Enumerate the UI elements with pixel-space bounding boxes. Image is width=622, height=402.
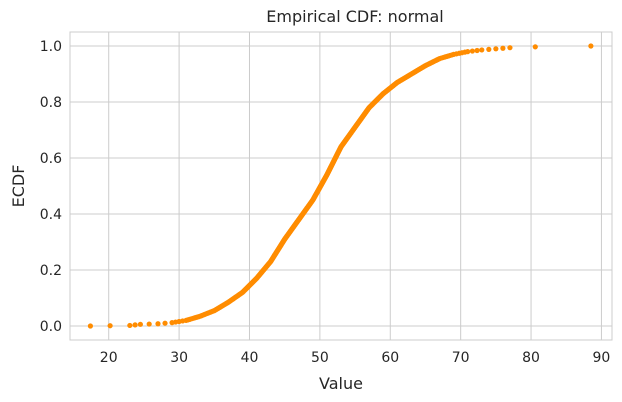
ecdf-point xyxy=(500,45,506,51)
ecdf-point xyxy=(474,47,480,54)
x-tick-label: 50 xyxy=(311,350,329,366)
y-tick-label: 0.0 xyxy=(40,319,62,335)
ecdf-point xyxy=(469,48,475,54)
y-axis-label: ECDF xyxy=(9,165,28,208)
ecdf-point xyxy=(146,321,152,327)
y-tick-label: 0.4 xyxy=(40,207,62,223)
y-tick-label: 1.0 xyxy=(40,39,62,55)
ecdf-point xyxy=(493,46,499,52)
ecdf-point xyxy=(465,49,471,55)
data-points xyxy=(87,43,594,329)
ecdf-point xyxy=(132,322,138,328)
x-axis-label: Value xyxy=(319,374,363,393)
x-tick-labels: 20 30 40 50 60 70 80 90 xyxy=(100,350,611,366)
ecdf-point xyxy=(87,323,94,329)
y-tick-labels: 0.0 0.2 0.4 0.6 0.8 1.0 xyxy=(40,39,62,335)
ecdf-point xyxy=(507,45,513,51)
x-tick-label: 40 xyxy=(241,350,259,366)
x-tick-label: 60 xyxy=(381,350,399,366)
plot-area-border xyxy=(69,31,613,341)
x-tick-label: 90 xyxy=(593,350,611,366)
ecdf-point xyxy=(479,47,485,53)
y-tick-label: 0.2 xyxy=(40,263,62,279)
ecdf-point xyxy=(107,323,113,329)
y-tick-label: 0.6 xyxy=(40,151,62,167)
ecdf-point xyxy=(532,44,538,50)
chart-title: Empirical CDF: normal xyxy=(266,7,443,26)
ecdf-point xyxy=(486,46,492,52)
x-tick-label: 80 xyxy=(522,350,540,366)
ecdf-point xyxy=(162,320,168,326)
y-tick-label: 0.8 xyxy=(40,95,62,111)
grid-lines xyxy=(70,32,612,340)
ecdf-point xyxy=(127,322,133,329)
ecdf-point xyxy=(155,321,161,327)
x-tick-label: 70 xyxy=(452,350,470,366)
x-tick-label: 20 xyxy=(100,350,118,366)
x-tick-label: 30 xyxy=(170,350,188,366)
ecdf-point xyxy=(137,321,143,327)
ecdf-point xyxy=(588,43,594,49)
